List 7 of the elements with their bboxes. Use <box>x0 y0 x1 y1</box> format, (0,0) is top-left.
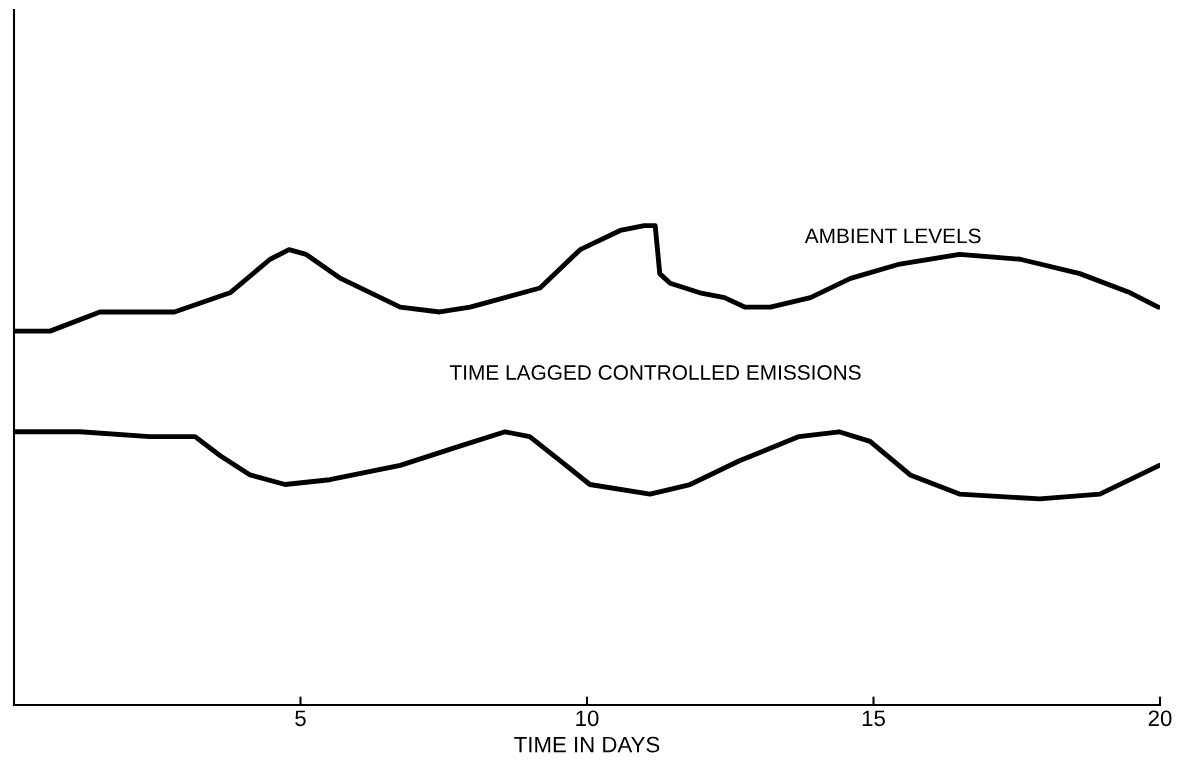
series-label: AMBIENT LEVELS <box>804 228 981 244</box>
x-axis-title: TIME IN DAYS <box>514 736 660 753</box>
x-tick-label: 20 <box>1148 710 1172 727</box>
x-tick-label: 10 <box>576 710 599 727</box>
text: TIME LAGGED CONTROLLED EMISSIONS <box>449 365 861 380</box>
x-tick-label: 5 <box>295 710 306 727</box>
x-tick-label: 15 <box>862 710 885 727</box>
